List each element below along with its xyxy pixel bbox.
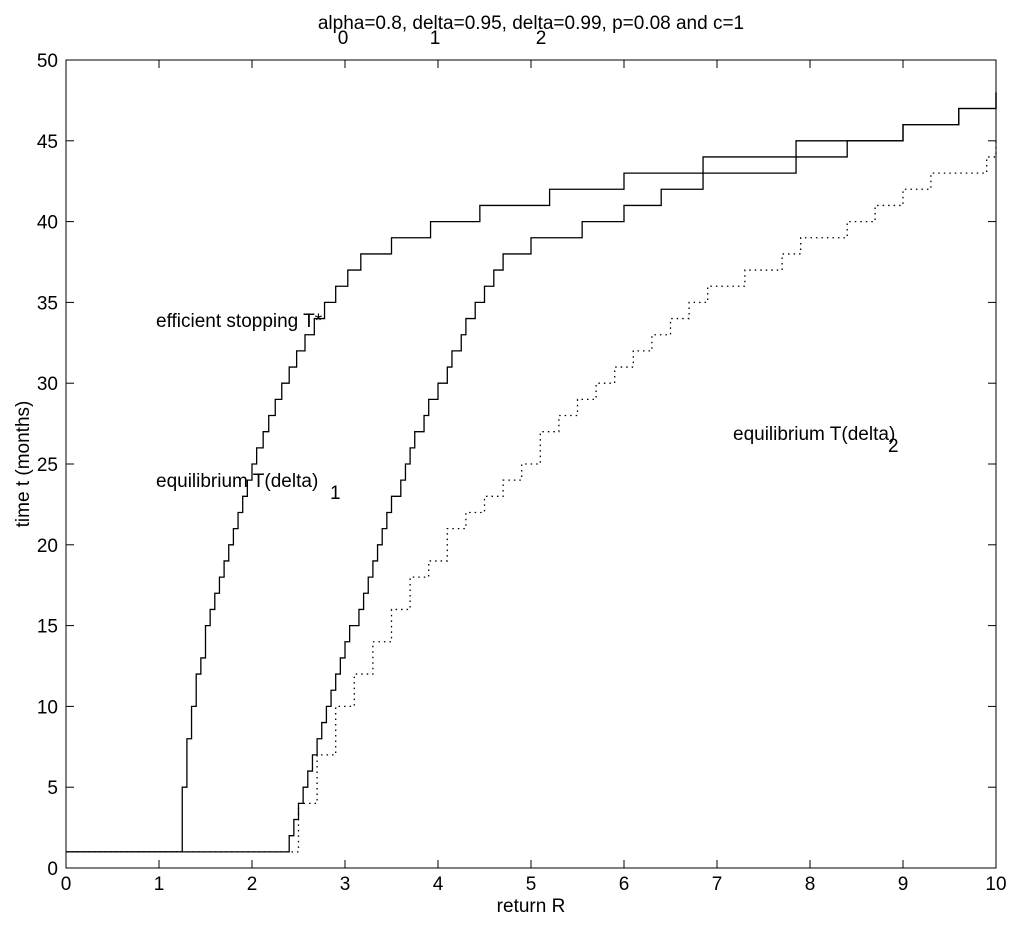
series-line-2	[66, 92, 997, 853]
annotations: efficient stopping T* equilibrium T(delta…	[156, 311, 899, 504]
title-subscript: 1	[430, 28, 441, 49]
y-tick-label: 25	[37, 455, 58, 476]
annotation-label: equilibrium T(delta)	[733, 424, 895, 445]
x-tick-label: 1	[154, 874, 165, 895]
x-tick-label: 9	[898, 874, 909, 895]
title-subscripts: 0 1 2	[338, 28, 547, 49]
y-axis-label: time t (months)	[13, 401, 34, 528]
x-tick-label: 6	[619, 874, 630, 895]
annotation-label: efficient stopping T*	[156, 311, 323, 332]
series-group	[66, 92, 997, 853]
y-tick-label: 5	[47, 778, 58, 799]
title-subscript: 2	[536, 28, 547, 49]
annotation-subscript: 2	[888, 436, 899, 457]
x-tick-label: 8	[805, 874, 816, 895]
y-tick-label: 30	[37, 374, 58, 395]
y-tick-label: 20	[37, 536, 58, 557]
title-subscript: 0	[338, 28, 349, 49]
y-tick-label: 0	[47, 859, 58, 880]
y-tick-label: 15	[37, 617, 58, 638]
x-tick-label: 5	[526, 874, 537, 895]
x-tick-label: 3	[340, 874, 351, 895]
annotation-subscript: 1	[330, 483, 341, 504]
x-tick-label: 4	[433, 874, 444, 895]
y-tick-label: 50	[37, 51, 58, 72]
annotation-label: equilibrium T(delta)	[156, 471, 318, 492]
x-tick-label: 7	[712, 874, 723, 895]
series-line-1	[66, 92, 997, 853]
x-axis-label: return R	[497, 896, 566, 917]
series-line-3	[66, 140, 997, 853]
y-tick-label: 45	[37, 132, 58, 153]
x-tick-label: 10	[985, 874, 1006, 895]
x-tick-label: 2	[247, 874, 258, 895]
y-tick-label: 40	[37, 213, 58, 234]
chart-title: alpha=0.8, delta=0.95, delta=0.99, p=0.0…	[318, 13, 744, 34]
y-tick-label: 35	[37, 293, 58, 314]
y-tick-label: 10	[37, 697, 58, 718]
x-tick-label: 0	[61, 874, 72, 895]
